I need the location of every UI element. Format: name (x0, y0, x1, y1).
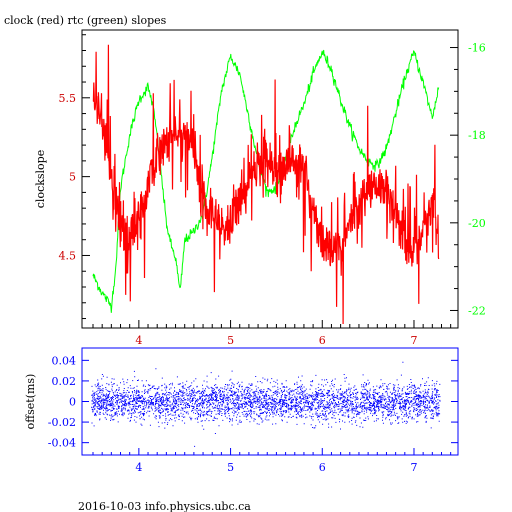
slope-panel: 4 5 6 7 4.5 5 5.5 -22 -20 -18 -16 clockslope (34, 29, 486, 347)
offset-panel: 4 5 6 7 -0.04 -0.02 0 0.02 0.04 offset(ms) (24, 347, 459, 474)
x-tick-label: 6 (319, 461, 326, 474)
series-line-rtc (92, 49, 440, 313)
y-tick-label: -0.04 (48, 437, 76, 450)
x-tick-label: 4 (135, 334, 142, 347)
series-line-clock (92, 44, 440, 325)
y-right-tick-label: -22 (468, 304, 486, 317)
slope-y-axis-right: -22 -20 -18 -16 (450, 42, 486, 317)
slope-panel-frame (81, 29, 459, 329)
offset-scatter-points (91, 361, 441, 447)
offset-y-axis: -0.04 -0.02 0 0.02 0.04 (48, 354, 458, 450)
y-tick-label: 5 (69, 171, 76, 184)
chart-title: clock (red) rtc (green) slopes (4, 14, 167, 27)
slope-series-layer (92, 44, 440, 325)
x-tick-label: 7 (410, 461, 417, 474)
x-tick-label: 7 (410, 334, 417, 347)
y-tick-label: 0.02 (52, 375, 77, 388)
x-tick-label: 6 (319, 334, 326, 347)
x-tick-label: 5 (227, 461, 234, 474)
x-tick-label: 5 (227, 334, 234, 347)
y-tick-label: 0 (69, 396, 76, 409)
slope-x-axis: 4 5 6 7 (92, 320, 452, 347)
y-right-tick-label: -20 (468, 217, 486, 230)
y-tick-label: 4.5 (59, 249, 77, 262)
offset-y-axis-label: offset(ms) (24, 374, 37, 430)
slope-y-axis-label: clockslope (34, 150, 47, 208)
y-right-tick-label: -18 (468, 129, 486, 142)
x-tick-label: 4 (135, 461, 142, 474)
slope-y-axis-left: 4.5 5 5.5 (59, 34, 90, 320)
y-tick-label: 5.5 (59, 92, 77, 105)
offset-series-layer (91, 361, 441, 447)
y-tick-label: 0.04 (52, 354, 77, 367)
offset-x-axis: 4 5 6 7 (92, 448, 452, 474)
y-tick-label: -0.02 (48, 416, 76, 429)
y-right-tick-label: -16 (468, 42, 486, 55)
footer-caption: 2016-10-03 info.physics.ubc.ca (78, 500, 251, 512)
